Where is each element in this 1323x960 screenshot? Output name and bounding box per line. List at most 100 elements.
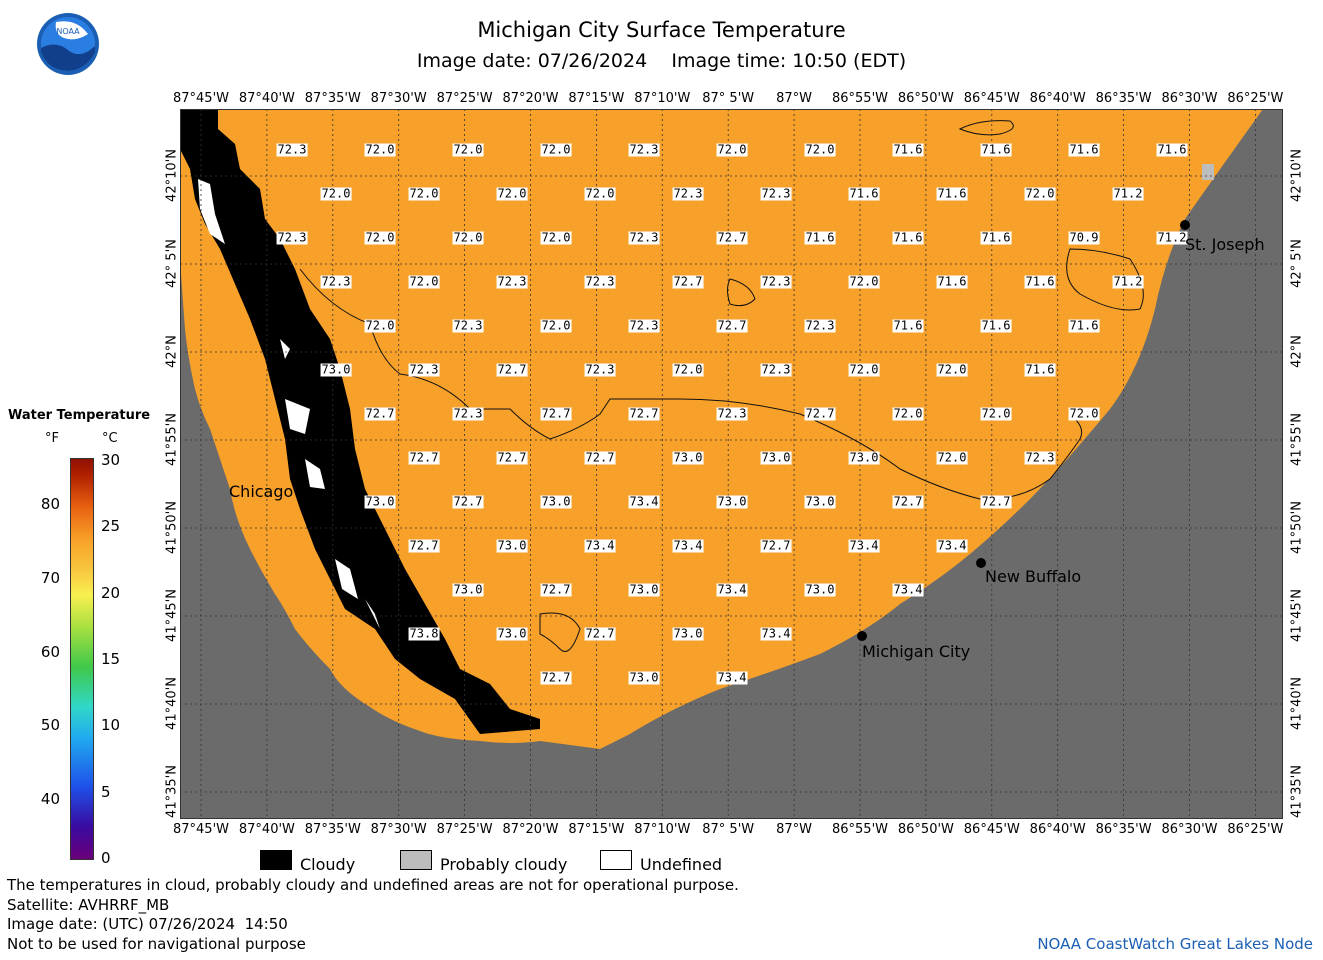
temperature-value: 72.0 [408,274,440,289]
temperature-colorbar [70,458,94,860]
temperature-value: 72.7 [584,450,616,465]
temperature-value: 73.0 [496,538,528,553]
temperature-value: 71.6 [1068,318,1100,333]
temperature-value: 73.4 [628,494,660,509]
colorbar-tick-f: 80 [40,495,60,514]
temperature-value: 72.7 [540,406,572,421]
temperature-value: 72.0 [540,318,572,333]
city-marker-chicago [297,473,307,483]
longitude-label: 86°45'W [963,822,1020,837]
longitude-label: 87°10'W [634,822,691,837]
longitude-label: 86°30'W [1161,822,1218,837]
temperature-value: 73.0 [364,494,396,509]
temperature-value: 72.0 [804,142,836,157]
longitude-label: 86°50'W [897,91,954,106]
temperature-contour [958,120,1014,136]
colorbar-tick-f: 60 [40,642,60,661]
longitude-label: 87° 5'W [702,822,755,837]
longitude-label: 87°25'W [436,822,493,837]
cloud-strip [180,109,540,734]
longitude-label: 87°30'W [370,91,427,106]
temperature-value: 72.7 [408,450,440,465]
temperature-value: 71.6 [936,186,968,201]
temperature-value: 72.0 [452,230,484,245]
temperature-value: 73.0 [320,362,352,377]
temperature-value: 72.0 [584,186,616,201]
latitude-label: 41°35'N [164,765,180,818]
temperature-value: 73.0 [628,670,660,685]
temperature-value: 72.3 [628,142,660,157]
longitude-label: 87°45'W [172,91,229,106]
temperature-value: 73.8 [408,626,440,641]
temperature-value: 72.7 [716,230,748,245]
longitude-label: 87°45'W [172,822,229,837]
temperature-value: 72.3 [496,274,528,289]
temperature-value: 72.7 [716,318,748,333]
footer-satellite: Satellite: AVHRRF_MB [7,896,170,914]
temperature-value: 73.4 [936,538,968,553]
temperature-value: 71.6 [980,230,1012,245]
longitude-label: 86°45'W [963,91,1020,106]
longitude-label: 87°20'W [502,822,559,837]
longitude-label: 87°25'W [436,91,493,106]
lake-michigan-water [180,109,1263,749]
temperature-value: 72.7 [540,670,572,685]
map-border [180,109,1283,819]
temperature-value: 72.3 [1024,450,1056,465]
longitude-label: 86°25'W [1227,822,1284,837]
temperature-value: 73.4 [848,538,880,553]
temperature-contour [299,268,1083,500]
map-area [180,109,1283,819]
latitude-label: 42°N [164,335,180,368]
longitude-label: 86°35'W [1095,822,1152,837]
colorbar-tick-f: 70 [40,568,60,587]
temperature-value: 72.7 [408,538,440,553]
temperature-value: 73.4 [672,538,704,553]
longitude-label: 87°W [776,822,813,837]
longitude-label: 87°40'W [238,91,295,106]
legend-swatch-cloudy [260,850,292,870]
longitude-label: 87° 5'W [702,91,755,106]
temperature-value: 73.4 [892,582,924,597]
undefined-patches [198,179,380,629]
city-marker-new-buffalo [976,558,986,568]
temperature-value: 71.6 [804,230,836,245]
latitude-label: 42°N [1289,335,1305,368]
temperature-value: 72.0 [980,406,1012,421]
probably-cloudy-patch [1202,164,1214,180]
city-label-st-joseph: St. Joseph [1185,235,1265,254]
temperature-value: 73.4 [584,538,616,553]
temperature-value: 73.0 [760,450,792,465]
colorbar-tick-c: 25 [101,517,121,536]
temperature-value: 73.0 [540,494,572,509]
temperature-value: 72.0 [496,186,528,201]
temperature-value: 72.7 [672,274,704,289]
colorbar-tick-c: 0 [101,849,111,867]
temperature-value: 72.3 [584,274,616,289]
temperature-value: 71.2 [1112,274,1144,289]
temperature-value: 72.7 [540,582,572,597]
temperature-value: 72.7 [628,406,660,421]
longitude-label: 86°55'W [831,822,888,837]
legend-title: Water Temperature [8,408,151,423]
temperature-value: 72.7 [364,406,396,421]
temperature-value: 72.0 [364,318,396,333]
temperature-value: 73.0 [628,582,660,597]
temperature-value: 71.6 [848,186,880,201]
temperature-contour [1066,248,1144,311]
temperature-value: 72.3 [672,186,704,201]
temperature-value: 72.3 [760,362,792,377]
temperature-value: 72.3 [760,274,792,289]
temperature-value: 73.0 [804,582,836,597]
temperature-contour [727,278,756,307]
legend-label-probably-cloudy: Probably cloudy [440,855,568,874]
latitude-label: 41°45'N [1289,589,1305,642]
latitude-label: 41°50'N [164,501,180,554]
temperature-value: 72.0 [672,362,704,377]
longitude-label: 86°30'W [1161,91,1218,106]
longitude-label: 87°15'W [568,822,625,837]
temperature-value: 72.7 [584,626,616,641]
temperature-value: 72.7 [496,450,528,465]
latitude-label: 42° 5'N [164,239,180,288]
temperature-value: 73.4 [716,582,748,597]
